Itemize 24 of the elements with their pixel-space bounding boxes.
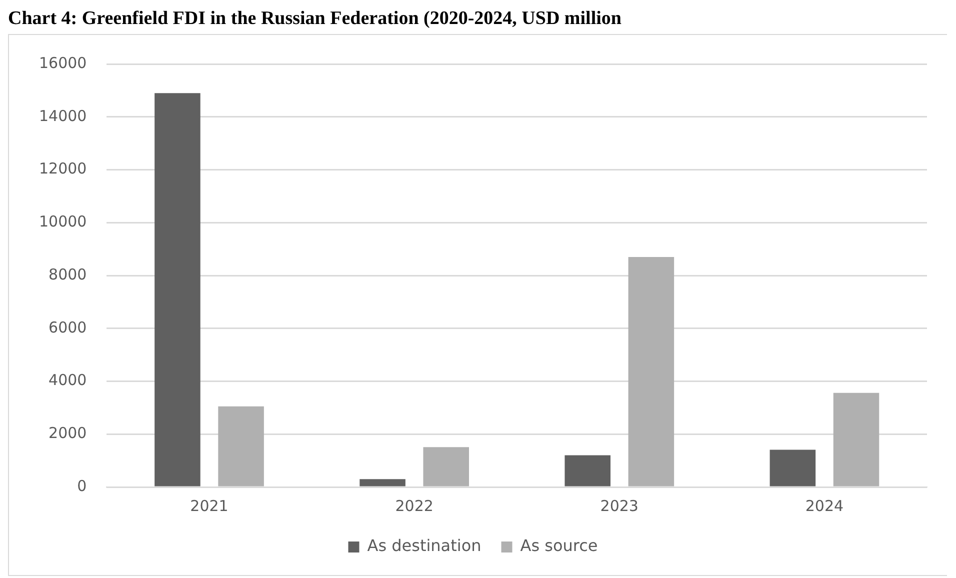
y-tick-label: 4000 [48, 371, 87, 390]
bar [154, 93, 200, 486]
bar [564, 455, 610, 486]
chart-title: Chart 4: Greenfield FDI in the Russian Federation (2020-2024, USD million [8, 8, 622, 30]
x-tick-label: 2023 [600, 496, 638, 515]
bar [218, 406, 264, 486]
bar [770, 450, 816, 486]
y-tick-label: 14000 [39, 106, 87, 125]
bar [360, 479, 406, 486]
bar [423, 447, 469, 486]
y-tick-label: 2000 [48, 424, 87, 442]
legend-label: As destination [367, 536, 482, 556]
y-tick-label: 0 [77, 476, 87, 495]
bar [833, 392, 880, 486]
y-tick-label: 8000 [48, 265, 87, 284]
y-tick-label: 16000 [39, 54, 87, 72]
x-tick-label: 2022 [395, 496, 434, 515]
x-tick-label: 2021 [190, 496, 228, 515]
bar [628, 256, 674, 486]
y-tick-label: 6000 [48, 318, 87, 336]
x-tick-label: 2024 [805, 496, 844, 515]
y-tick-label: 12000 [39, 160, 87, 178]
legend-label: As source [520, 536, 598, 556]
y-tick-label: 10000 [39, 212, 87, 231]
